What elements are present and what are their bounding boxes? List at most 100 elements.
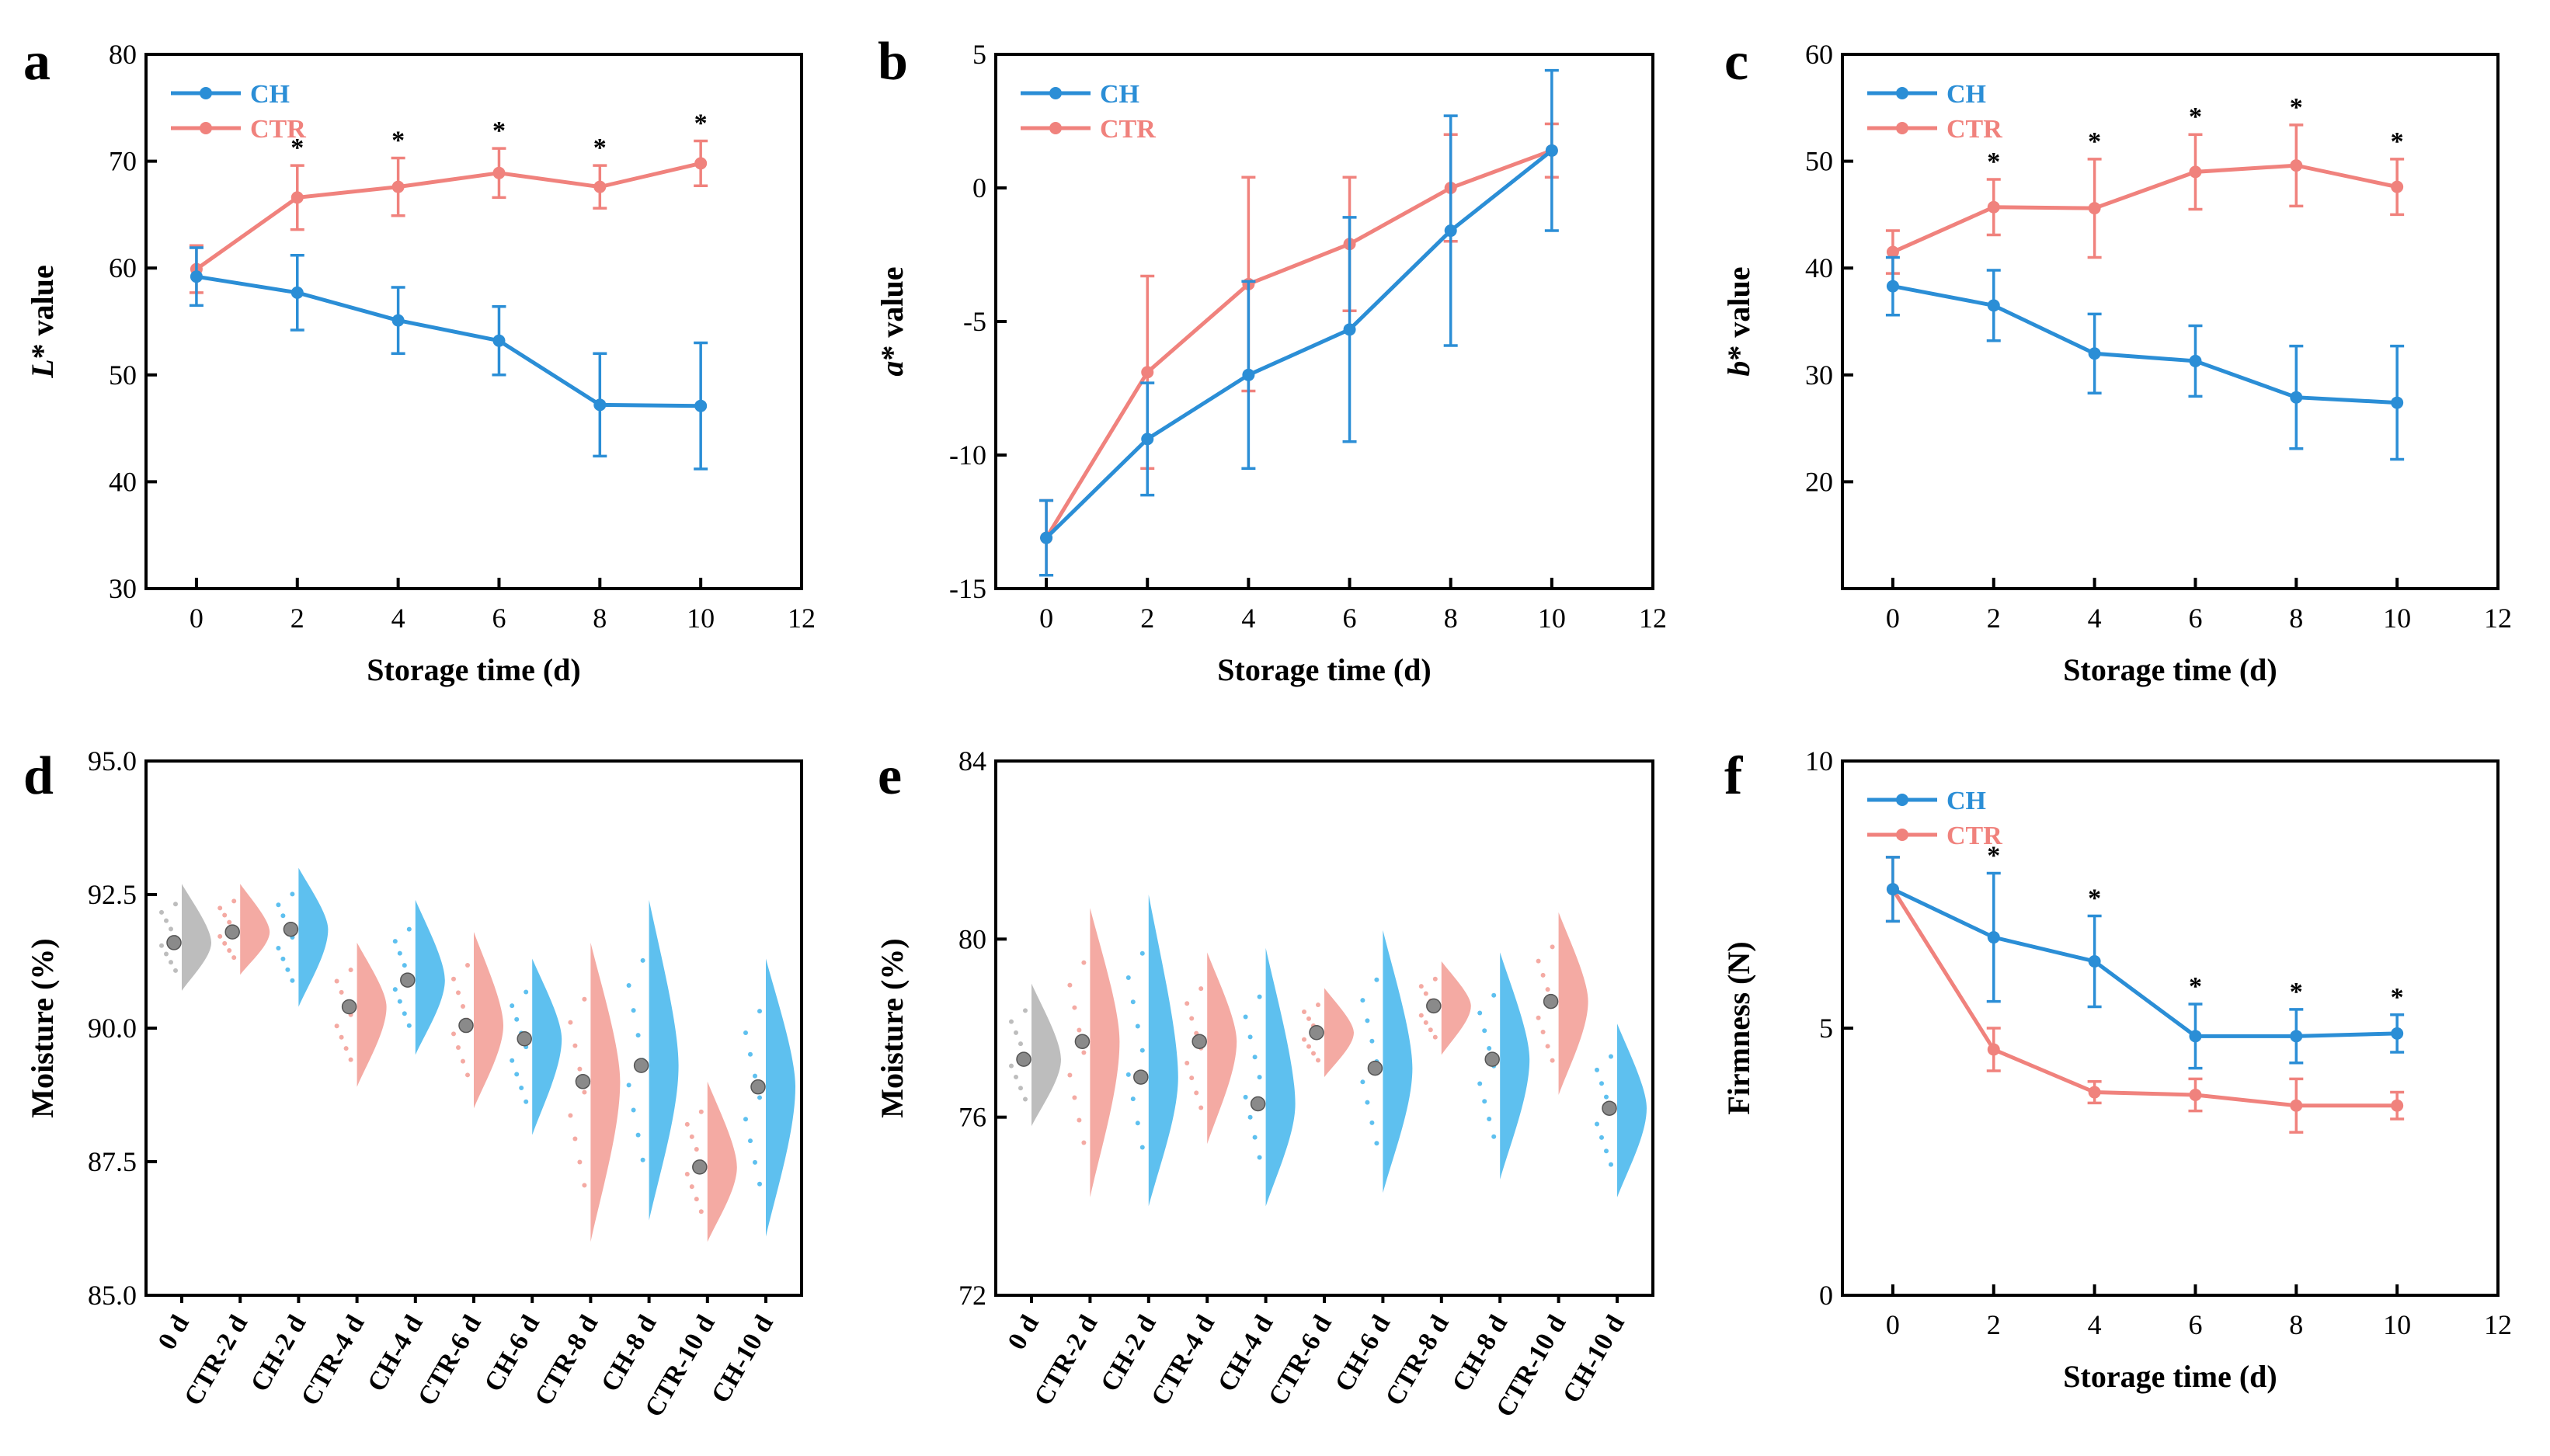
sample-point bbox=[1018, 1041, 1023, 1047]
y-tick-label: 40 bbox=[1805, 252, 1833, 283]
mean-marker bbox=[1250, 1096, 1266, 1112]
legend-marker-CTR bbox=[200, 122, 212, 134]
sample-point bbox=[626, 982, 631, 988]
data-point bbox=[2088, 955, 2101, 968]
panel-letter: b bbox=[878, 32, 908, 92]
data-point bbox=[2391, 396, 2404, 409]
y-tick-label: 50 bbox=[1805, 146, 1833, 177]
x-tick-label: 0 bbox=[1039, 603, 1053, 634]
x-tick-label: 4 bbox=[1241, 603, 1255, 634]
sample-point bbox=[1135, 1023, 1140, 1029]
significance-star: * bbox=[2391, 127, 2404, 156]
x-tick-label: 10 bbox=[2383, 1309, 2411, 1340]
legend-label-CH: CH bbox=[1946, 80, 1986, 109]
sample-point bbox=[1185, 1060, 1190, 1065]
sample-point bbox=[510, 1003, 515, 1009]
mean-marker bbox=[517, 1031, 532, 1047]
sample-point bbox=[684, 1121, 690, 1127]
mean-marker bbox=[1309, 1024, 1324, 1041]
violin-shape bbox=[532, 958, 562, 1135]
sample-point bbox=[451, 1031, 456, 1037]
y-tick-label: 60 bbox=[109, 252, 137, 283]
mean-marker bbox=[1133, 1069, 1149, 1085]
sample-point bbox=[1365, 1100, 1370, 1105]
data-point bbox=[290, 286, 304, 299]
sample-point bbox=[572, 1043, 578, 1048]
series-line-CTR bbox=[195, 161, 701, 271]
legend-label-CH: CH bbox=[1100, 80, 1139, 109]
mean-marker bbox=[224, 924, 240, 940]
violin-shape bbox=[474, 932, 503, 1109]
x-tick-label: 8 bbox=[1444, 603, 1458, 634]
sample-point bbox=[1014, 1030, 1018, 1035]
sample-point bbox=[1247, 1034, 1253, 1040]
mean-marker bbox=[341, 999, 357, 1015]
violin-shape bbox=[1500, 952, 1530, 1180]
x-tick-label: 6 bbox=[492, 603, 506, 634]
sample-point bbox=[1306, 1044, 1311, 1049]
sample-point bbox=[1545, 1044, 1550, 1049]
plot-frame bbox=[144, 53, 803, 590]
sample-point bbox=[1491, 992, 1497, 998]
sample-point bbox=[1487, 1116, 1492, 1121]
sample-point bbox=[514, 1016, 520, 1022]
x-tick-label: CH-6 d bbox=[479, 1310, 545, 1396]
violin-shape bbox=[357, 942, 387, 1087]
data-point bbox=[2391, 180, 2404, 193]
data-point bbox=[1987, 200, 2000, 214]
legend-label-CTR: CTR bbox=[1100, 115, 1156, 144]
x-axis-label: Storage time (d) bbox=[367, 652, 580, 687]
significance-star: * bbox=[593, 134, 607, 162]
sample-point bbox=[568, 1020, 573, 1025]
series-CTR bbox=[189, 139, 708, 294]
violin-CTR-8d bbox=[1418, 961, 1471, 1055]
x-tick-label: 4 bbox=[391, 603, 405, 634]
sample-point bbox=[684, 1172, 690, 1177]
sample-point bbox=[1243, 1094, 1248, 1100]
sample-point bbox=[1139, 1048, 1145, 1053]
sample-point bbox=[1023, 1096, 1028, 1102]
sample-point bbox=[510, 1058, 515, 1063]
sample-point bbox=[1545, 987, 1550, 992]
y-axis-label-symbol: a bbox=[875, 361, 910, 377]
sample-point bbox=[348, 968, 353, 973]
sample-point bbox=[640, 957, 645, 963]
sample-point bbox=[1125, 1072, 1131, 1077]
y-tick-label: 80 bbox=[958, 923, 986, 954]
data-point bbox=[391, 314, 405, 327]
sample-point bbox=[1125, 975, 1131, 981]
sample-point bbox=[217, 905, 223, 911]
significance-star: * bbox=[391, 126, 405, 155]
data-point bbox=[391, 180, 405, 193]
sample-point bbox=[1316, 1003, 1320, 1008]
sample-point bbox=[1432, 976, 1438, 982]
y-axis-label: b* value bbox=[1721, 266, 1756, 376]
significance-star: * bbox=[2290, 93, 2303, 122]
sample-point bbox=[1189, 1075, 1195, 1081]
y-tick-label: 80 bbox=[109, 39, 137, 70]
sample-point bbox=[1604, 1094, 1609, 1100]
data-point bbox=[593, 180, 607, 193]
sample-point bbox=[1130, 999, 1136, 1005]
y-tick-label: 5 bbox=[1819, 1013, 1833, 1044]
mean-marker bbox=[1484, 1051, 1500, 1067]
x-tick-label: 10 bbox=[687, 603, 715, 634]
sample-point bbox=[222, 940, 228, 946]
sample-point bbox=[1009, 1019, 1014, 1024]
significance-star: * bbox=[2189, 103, 2202, 131]
sample-point bbox=[748, 1138, 753, 1144]
series-CH bbox=[1885, 255, 2405, 461]
panel-letter: e bbox=[878, 746, 902, 806]
violin-shape bbox=[1148, 895, 1178, 1207]
data-point bbox=[2290, 391, 2303, 404]
sample-point bbox=[1081, 960, 1087, 965]
panel-letter: f bbox=[1724, 746, 1743, 806]
significance-star: * bbox=[1987, 148, 2000, 176]
sample-point bbox=[1482, 1099, 1487, 1104]
sample-point bbox=[1194, 1090, 1199, 1096]
significance-star: * bbox=[694, 109, 708, 137]
violin-shape bbox=[766, 958, 795, 1237]
significance-star: * bbox=[2290, 978, 2303, 1006]
